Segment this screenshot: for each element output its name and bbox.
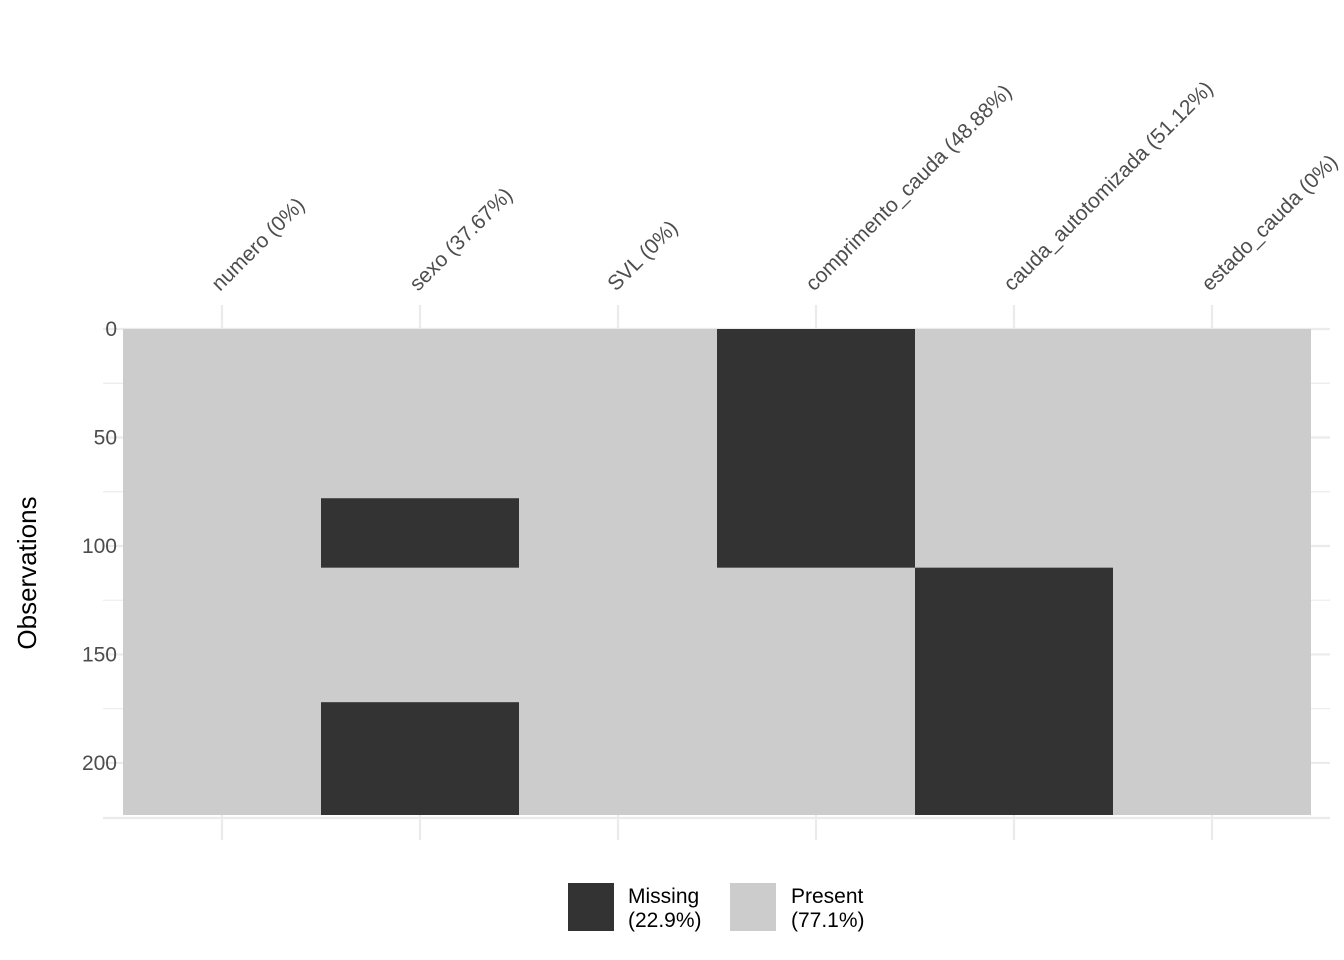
y-tick-label: 100 <box>82 535 117 558</box>
present-cell <box>1113 329 1311 815</box>
heatmap-cells <box>123 329 1311 815</box>
y-axis-title: Observations <box>12 496 42 649</box>
legend-percent: (22.9%) <box>628 909 702 932</box>
legend-swatch <box>730 883 776 931</box>
column-label: numero (0%) <box>207 193 309 295</box>
column-label: comprimento_cauda (48.88%) <box>801 80 1016 295</box>
legend: Missing(22.9%) Present(77.1%) <box>568 883 865 932</box>
y-tick-label: 50 <box>94 426 117 449</box>
column-label: sexo (37.67%) <box>405 184 517 296</box>
y-tick-label: 200 <box>82 752 117 775</box>
column-label: estado_cauda (0%) <box>1197 150 1342 295</box>
present-cell <box>519 329 717 815</box>
column-label: SVL (0%) <box>603 216 682 295</box>
present-cell <box>123 329 321 815</box>
legend-label: Present <box>791 885 864 908</box>
legend-swatch <box>568 883 614 931</box>
y-tick-label: 150 <box>82 643 117 666</box>
missing-cell <box>717 329 915 568</box>
y-tick-label: 0 <box>105 318 117 341</box>
legend-percent: (77.1%) <box>791 909 865 932</box>
missing-cell <box>321 498 519 568</box>
missing-cell <box>915 567 1113 815</box>
missing-cell <box>321 702 519 815</box>
column-label: cauda_autotomizada (51.12%) <box>999 77 1218 296</box>
legend-label: Missing <box>628 885 699 908</box>
